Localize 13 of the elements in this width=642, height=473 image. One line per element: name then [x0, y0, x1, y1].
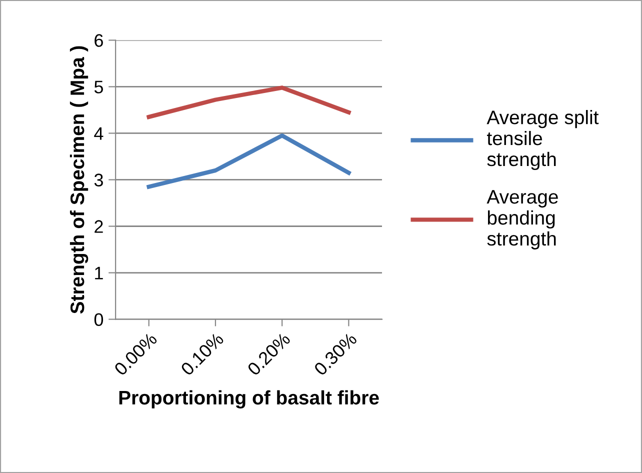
y-tick-label: 1: [95, 266, 103, 280]
line-series: [146, 133, 351, 189]
line-series: [146, 86, 351, 120]
legend-label: Average bending strength: [486, 190, 558, 250]
legend-label: Average split tensile strength: [486, 110, 599, 170]
y-tick-label: 3: [94, 174, 103, 186]
y-axis-title: Strength of Specimen ( Mpa ): [70, 46, 88, 314]
y-tick-label: 0: [94, 313, 104, 326]
y-tick-label: 5: [94, 80, 103, 94]
y-tick-label: 2: [94, 220, 103, 233]
x-axis-title: Proportioning of basalt fibre: [119, 390, 379, 409]
y-tick-label: 4: [94, 127, 104, 140]
y-tick-label: 6: [94, 34, 103, 47]
